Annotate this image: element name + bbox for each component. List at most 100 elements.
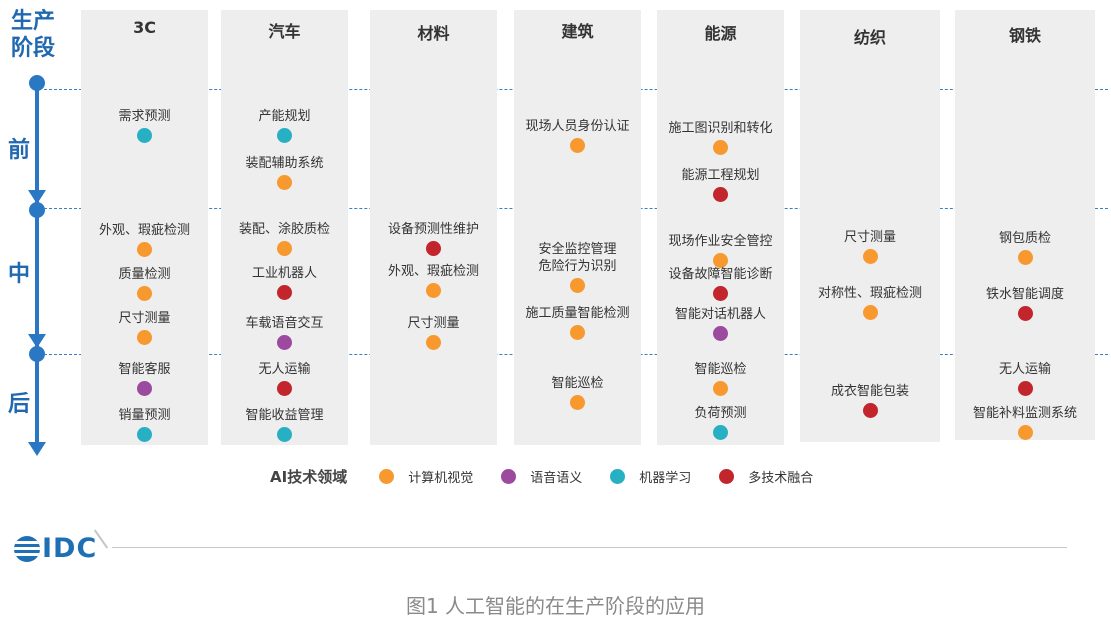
- tech-dot-multi: [1017, 381, 1033, 396]
- tech-dot-cv: [426, 335, 441, 350]
- industry-column: 3C 需求预测 外观、瑕疵检测 质量检测 尺寸测量 智能客服 销量预测: [81, 10, 208, 445]
- application-item: 现场人员身份认证: [514, 118, 641, 153]
- application-label: 成衣智能包装: [830, 384, 909, 399]
- application-label: 智能对话机器人: [674, 307, 766, 322]
- legend: AI技术领域 计算机视觉 语音语义 机器学习 多技术融合: [270, 466, 841, 487]
- application-label: 装配、涂胶质检: [238, 222, 330, 237]
- legend-label-ml: 机器学习: [639, 471, 692, 486]
- legend-entry-multi: 多技术融合: [719, 467, 813, 486]
- application-label: 智能补料监测系统: [972, 406, 1077, 421]
- stage-label-pre: 前: [7, 138, 30, 163]
- application-label: 负荷预测: [694, 406, 747, 421]
- idc-logo: IDC: [14, 533, 97, 564]
- application-label: 装配辅助系统: [245, 156, 324, 171]
- application-item: 产能规划: [221, 108, 348, 143]
- industry-name: 钢铁: [1008, 26, 1041, 45]
- tech-dot-multi: [277, 381, 292, 396]
- axis-title: 生产 阶段: [4, 8, 62, 62]
- tech-dot-cv: [713, 253, 728, 268]
- application-item: 外观、瑕疵检测: [370, 263, 497, 298]
- tech-dot-cv: [862, 305, 878, 320]
- legend-label-multi: 多技术融合: [748, 471, 814, 486]
- legend-dot-ml: [610, 469, 626, 484]
- application-item: 智能巡检: [514, 375, 641, 410]
- application-label: 铁水智能调度: [985, 287, 1064, 302]
- application-label: 对称性、瑕疵检测: [817, 286, 922, 301]
- application-item: 成衣智能包装: [800, 383, 940, 418]
- axis-title-line2: 阶段: [10, 36, 55, 61]
- application-label: 能源工程规划: [681, 168, 760, 183]
- application-label: 智能巡检: [551, 376, 604, 391]
- legend-entry-cv: 计算机视觉: [379, 467, 473, 486]
- application-label: 外观、瑕疵检测: [387, 264, 479, 279]
- tech-dot-speech: [713, 326, 728, 341]
- application-label: 尺寸测量: [407, 316, 460, 331]
- tech-dot-multi: [713, 286, 728, 301]
- tech-dot-speech: [137, 381, 152, 396]
- axis-node-start: [29, 75, 45, 91]
- application-item: 装配辅助系统: [221, 155, 348, 190]
- tech-dot-cv: [1017, 425, 1033, 440]
- industry-column: 汽车 产能规划 装配辅助系统 装配、涂胶质检 工业机器人 车载语音交互 无人运输 智能收益管理: [221, 10, 348, 445]
- application-label: 安全监控管理: [538, 242, 617, 257]
- tech-dot-ml: [277, 427, 292, 442]
- stage-label-mid: 中: [7, 262, 30, 287]
- application-item: 设备预测性维护: [370, 221, 497, 256]
- application-label: 工业机器人: [251, 266, 317, 281]
- tech-dot-multi: [277, 285, 292, 300]
- application-label: 尺寸测量: [118, 311, 171, 326]
- tech-dot-cv: [570, 138, 585, 153]
- application-item: 钢包质检: [955, 230, 1095, 265]
- idc-logo-text: IDC: [42, 533, 98, 564]
- legend-entry-ml: 机器学习: [610, 467, 691, 486]
- stage-label-post: 后: [7, 392, 30, 417]
- application-item: 现场作业安全管控: [657, 233, 784, 268]
- application-label: 车载语音交互: [245, 316, 324, 331]
- idc-globe-icon: [14, 535, 40, 562]
- tech-dot-cv: [1017, 250, 1033, 265]
- legend-dot-speech: [501, 469, 517, 484]
- footer-rule: [112, 547, 1067, 548]
- application-label: 需求预测: [118, 109, 171, 124]
- application-item: 智能补料监测系统: [955, 405, 1095, 440]
- industry-name: 材料: [417, 24, 450, 43]
- legend-title: AI技术领域: [270, 468, 348, 486]
- tech-dot-multi: [1017, 306, 1033, 321]
- application-label: 现场作业安全管控: [668, 234, 773, 249]
- legend-label-cv: 计算机视觉: [408, 471, 474, 486]
- application-item: 安全监控管理 危险行为识别: [514, 241, 641, 293]
- application-label: 无人运输: [998, 362, 1051, 377]
- application-item: 智能巡检: [657, 361, 784, 396]
- tech-dot-cv: [570, 278, 585, 293]
- application-item: 设备故障智能诊断: [657, 266, 784, 301]
- industry-column: 建筑现场人员身份认证安全监控管理 危险行为识别施工质量智能检测智能巡检: [514, 10, 641, 445]
- application-label: 销量预测: [118, 408, 171, 423]
- application-label: 产能规划: [258, 109, 311, 124]
- application-label: 智能巡检: [694, 362, 747, 377]
- tech-dot-multi: [426, 241, 441, 256]
- application-item: 需求预测: [81, 108, 208, 143]
- tech-dot-ml: [137, 427, 152, 442]
- tech-dot-cv: [137, 242, 152, 257]
- application-item: 质量检测: [81, 266, 208, 301]
- application-label: 设备预测性维护: [387, 222, 479, 237]
- application-item: 外观、瑕疵检测: [81, 222, 208, 257]
- application-label: 质量检测: [118, 267, 171, 282]
- industry-column: 材料设备预测性维护 外观、瑕疵检测 尺寸测量: [370, 10, 497, 445]
- application-item: 无人运输: [221, 361, 348, 396]
- axis-node-end: [29, 346, 45, 362]
- tech-dot-ml: [137, 128, 152, 143]
- tech-dot-cv: [277, 241, 292, 256]
- industry-name: 建筑: [561, 22, 594, 41]
- application-item: 车载语音交互: [221, 315, 348, 350]
- legend-label-speech: 语音语义: [530, 471, 583, 486]
- legend-dot-multi: [719, 469, 735, 484]
- tech-dot-cv: [570, 395, 585, 410]
- application-label: 尺寸测量: [843, 230, 896, 245]
- application-label: 钢包质检: [998, 231, 1051, 246]
- application-item: 对称性、瑕疵检测: [800, 285, 940, 320]
- tech-dot-cv: [426, 283, 441, 298]
- application-item: 尺寸测量: [81, 310, 208, 345]
- application-item: 施工质量智能检测: [514, 305, 641, 340]
- industry-name: 纺织: [853, 28, 886, 47]
